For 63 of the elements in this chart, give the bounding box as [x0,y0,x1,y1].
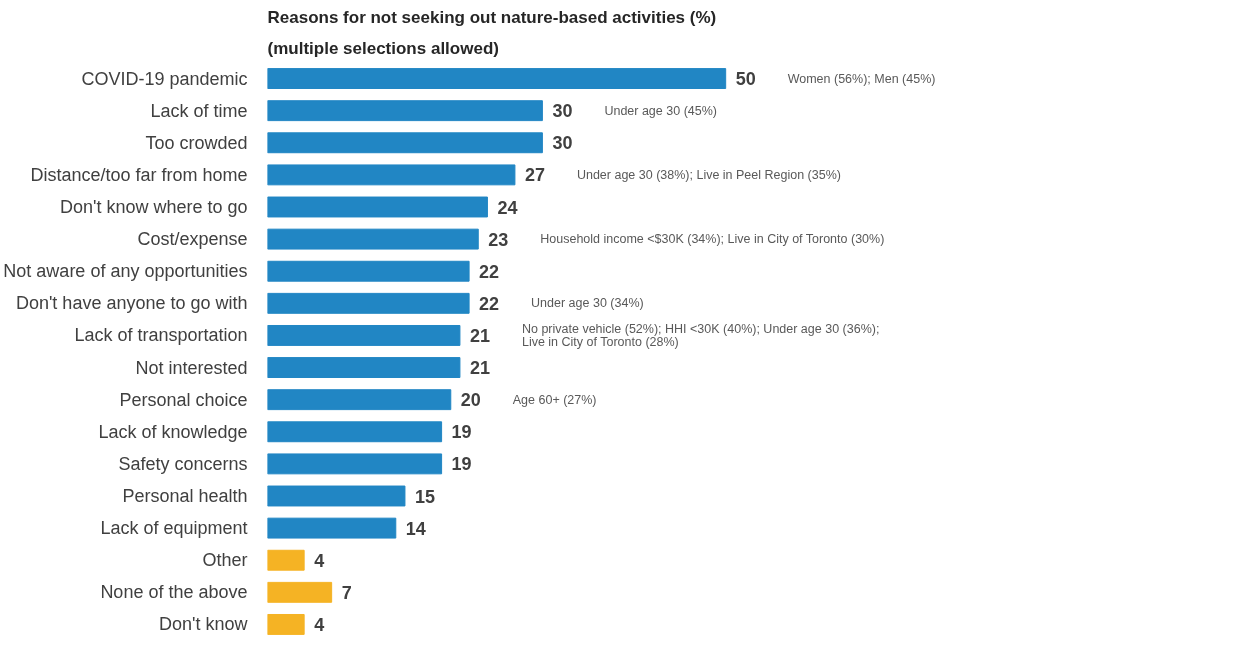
data-label: 23 [488,229,509,250]
bar [267,613,305,635]
bar [267,389,452,411]
y-tick-label: Not aware of any opportunities [3,261,248,282]
y-tick-label: Too crowded [145,132,248,153]
y-tick-label: Lack of knowledge [98,421,248,442]
y-tick-label: Personal choice [119,389,248,410]
text: Women (56%); Men (45%) [787,71,936,86]
data-label: 4 [314,614,325,635]
annotation: Under age 30 (34%) [531,296,644,311]
y-tick-label: Don't know [159,614,249,635]
bar [267,517,397,539]
data-label: 19 [451,454,472,475]
y-tick-label: Lack of time [150,100,248,121]
bar [267,100,543,122]
data-label: 27 [524,165,545,186]
bar [267,260,470,282]
y-tick-label: Don't have anyone to go with [15,293,248,314]
y-tick-label: Lack of transportation [74,325,248,346]
y-tick-label: Not interested [135,357,248,378]
bar [267,485,406,507]
data-label: 30 [552,133,573,154]
bar [267,421,443,443]
bar [267,132,543,154]
chart-title: Reasons for not seeking out nature-based activities (%) [267,7,717,27]
annotation: Under age 30 (45%) [604,103,717,118]
data-label: 21 [469,358,490,379]
bar [267,357,461,379]
bar [267,164,516,186]
data-label: 14 [405,518,426,539]
annotation: Household income <$30K (34%); Live in City of Toronto (30%) [540,232,885,247]
y-tick-label: Other [202,550,248,571]
data-label: 21 [469,325,490,346]
bar [267,581,333,603]
data-label: 20 [460,390,481,411]
bar [267,292,470,314]
data-label: 19 [451,422,472,443]
y-tick-label: Safety concerns [118,453,248,474]
annotation: Age 60+ (27%) [512,392,597,407]
data-label: 15 [414,486,435,507]
annotation: No private vehicle (52%); HHI <30K (40%); Under age 30 (36%); Live in City of Toronto (28%) [521,322,880,349]
y-tick-label: Cost/expense [137,229,248,250]
data-label: 7 [341,582,352,603]
data-label: 22 [479,293,500,314]
data-label: 4 [314,550,325,571]
bar [267,228,479,250]
data-label: 50 [735,69,756,90]
y-tick-label: COVID-19 pandemic [81,68,248,89]
data-label: 22 [479,261,500,282]
y-tick-label: Distance/too far from home [30,164,248,185]
bar [267,549,305,571]
annotation: Under age 30 (38%); Live in Peel Region (35%) [576,167,841,182]
bar [267,453,443,475]
bar [267,196,488,218]
chart-subtitle: (multiple selections allowed) [267,38,499,58]
y-tick-label: Don't know where to go [59,197,248,217]
y-tick-label: Lack of equipment [100,518,248,539]
bar [267,68,727,90]
y-tick-label: Personal health [122,486,248,506]
data-label: 30 [552,101,573,122]
data-label: 24 [497,197,518,218]
bar [267,324,461,346]
y-tick-label: None of the above [100,582,248,603]
